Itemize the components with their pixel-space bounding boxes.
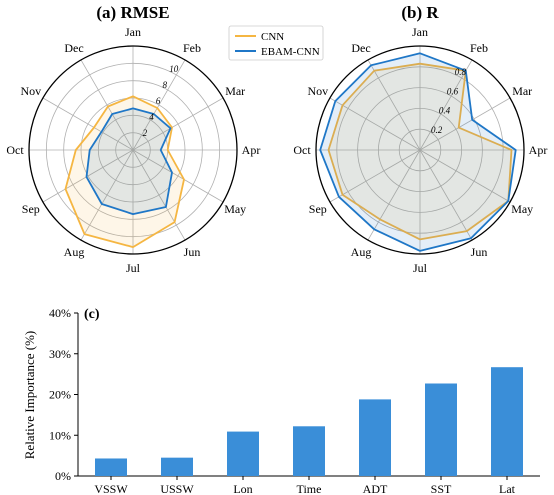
bar-y-tick-label: 20%	[49, 388, 71, 402]
r-spoke	[419, 149, 511, 203]
rmse-month-label: Mar	[225, 84, 245, 98]
bar-adt	[359, 399, 391, 476]
r-month-label: Jul	[413, 261, 428, 275]
r-month-label: Jan	[412, 25, 428, 39]
rmse-month-label: May	[224, 202, 246, 216]
bar-y-axis-label: Relative Importance (%)	[22, 331, 37, 460]
rmse-radial-tick: 6	[156, 96, 161, 106]
rmse-month-label: Apr	[242, 143, 261, 157]
bar-ussw	[161, 457, 193, 476]
r-panel-title: (b) R	[401, 3, 439, 22]
rmse-month-label: Jun	[184, 245, 201, 259]
r-ring	[336, 66, 504, 234]
rmse-month-label: Jan	[125, 25, 141, 39]
r-month-label: Dec	[351, 41, 370, 55]
r-spoke	[329, 97, 421, 151]
r-radial-tick: 0.8	[455, 67, 467, 77]
rmse-panel-title: (a) RMSE	[96, 3, 169, 22]
r-month-label: May	[511, 202, 533, 216]
rmse-month-label: Feb	[183, 41, 201, 55]
rmse-radial-tick: 10	[169, 64, 179, 74]
bar-ticks: 0% 10% 20% 30% 40% VSSW USSW Lon Time ADT SST Lat	[49, 306, 516, 495]
r-month-label: Feb	[470, 41, 488, 55]
rmse-outer-circle	[28, 45, 238, 255]
rmse-radial-tick: 8	[163, 80, 168, 90]
rmse-month-label: Oct	[6, 143, 24, 157]
rmse-ring	[80, 97, 186, 203]
bar-y-tick-label: 30%	[49, 347, 71, 361]
bar-x-tick-label: USSW	[160, 482, 194, 495]
r-series-cnn	[327, 62, 513, 241]
rmse-month-label: Jul	[126, 261, 141, 275]
legend: CNN EBAM-CNN	[228, 25, 324, 61]
rmse-radial-tick: 2	[143, 128, 148, 138]
rmse-radar-panel: (a) RMSE Jan Feb Mar Apr May Jun Jul Aug Sep Oct N…	[6, 3, 260, 275]
r-month-label: Aug	[351, 245, 372, 259]
rmse-month-label: Dec	[64, 41, 83, 55]
r-month-label: Apr	[529, 143, 548, 157]
r-radar-panel: (b) R Jan Feb Mar Apr May Jun Jul Aug Sep Oct Nov D…	[293, 3, 547, 275]
bar-sst	[425, 383, 457, 476]
rmse-ring	[115, 132, 151, 168]
r-radial-tick: 0.2	[431, 125, 443, 135]
r-outer-circle	[315, 45, 525, 255]
r-spoke	[367, 59, 421, 151]
r-ring	[357, 87, 483, 213]
r-month-label: Jun	[471, 245, 488, 259]
bar-lon	[227, 431, 259, 476]
r-month-label: Sep	[309, 202, 327, 216]
r-spoke	[329, 149, 421, 203]
rmse-series-ebam-cnn	[85, 107, 173, 216]
r-radial-tick: 0.6	[447, 86, 459, 96]
legend-ebam-label: EBAM-CNN	[261, 46, 320, 58]
bar-lat	[491, 367, 523, 476]
rmse-radar-labels: Jan Feb Mar Apr May Jun Jul Aug Sep Oct Nov Dec 2468…	[6, 25, 260, 275]
bar-x-tick-label: VSSW	[94, 482, 128, 495]
bar-panel-title: (c)	[84, 307, 100, 322]
rmse-radar-series	[64, 95, 185, 249]
r-radar-series	[319, 52, 517, 252]
bar-y-tick-label: 0%	[55, 469, 71, 483]
bar-vssw	[95, 458, 127, 476]
r-spoke	[419, 97, 511, 151]
r-ring	[398, 128, 442, 172]
bar-x-tick-label: ADT	[363, 482, 388, 495]
bar-time	[293, 426, 325, 476]
bar-x-tick-label: Time	[297, 482, 322, 495]
r-ring	[377, 108, 462, 192]
r-month-label: Oct	[293, 143, 311, 157]
bar-x-tick-label: Lat	[499, 482, 516, 495]
rmse-month-label: Aug	[64, 245, 85, 259]
bar-x-tick-label: SST	[431, 482, 452, 495]
bar-y-tick-label: 40%	[49, 306, 71, 320]
r-radar-labels: Jan Feb Mar Apr May Jun Jul Aug Sep Oct Nov Dec 0.2 0…	[293, 25, 547, 275]
bar-marks	[95, 367, 523, 476]
r-radar-grid	[315, 45, 525, 255]
rmse-radial-tick: 4	[149, 112, 154, 122]
rmse-ring	[45, 62, 221, 238]
r-radial-tick: 0.4	[439, 106, 451, 116]
rmse-month-label: Nov	[20, 84, 41, 98]
rmse-ring	[63, 80, 203, 220]
legend-cnn-label: CNN	[261, 31, 284, 43]
r-series-ebam-cnn	[319, 52, 517, 252]
bar-x-tick-label: Lon	[233, 482, 252, 495]
importance-bar-panel: (c) Relative Importance (%) 0% 10% 20% 30% 4…	[22, 306, 540, 495]
bar-y-tick-label: 10%	[49, 428, 71, 442]
r-spoke	[367, 149, 421, 241]
r-month-label: Nov	[307, 84, 328, 98]
rmse-month-label: Sep	[22, 202, 40, 216]
r-month-label: Mar	[512, 84, 532, 98]
r-spoke	[419, 149, 473, 241]
r-spoke	[419, 59, 473, 151]
